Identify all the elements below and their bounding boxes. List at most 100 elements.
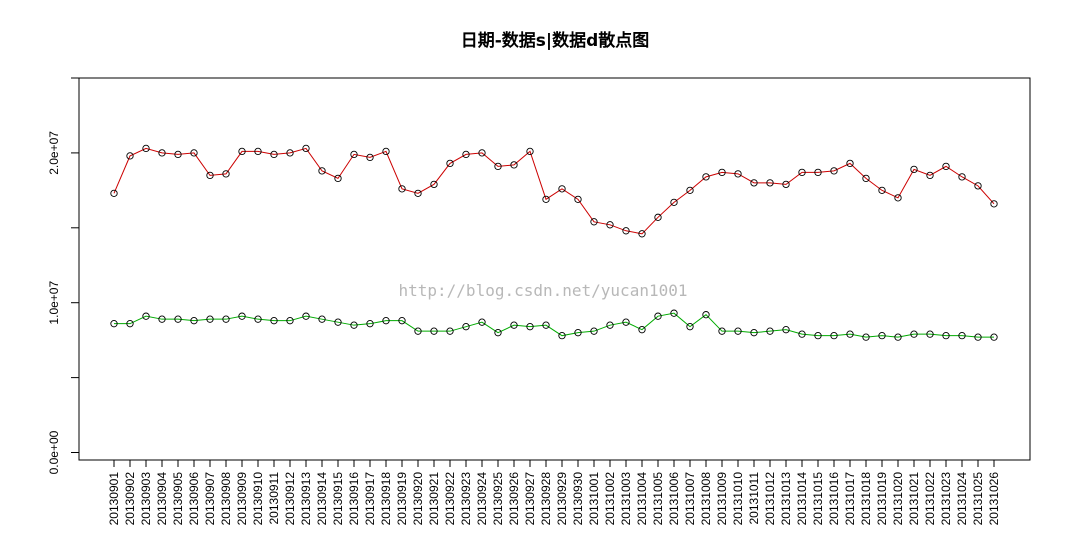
data-point xyxy=(606,321,614,329)
data-point xyxy=(958,332,966,340)
data-point xyxy=(686,323,694,331)
data-point xyxy=(958,173,966,181)
data-point xyxy=(910,330,918,338)
data-point xyxy=(862,174,870,183)
x-tick-label: 20131023 xyxy=(939,472,953,526)
data-point xyxy=(750,179,758,187)
data-point xyxy=(318,167,326,175)
x-tick-label: 20131012 xyxy=(763,472,777,526)
data-point xyxy=(878,332,886,340)
data-point xyxy=(206,171,214,180)
x-tick-label: 20130906 xyxy=(187,472,201,526)
x-tick-label: 20131013 xyxy=(779,472,793,526)
x-tick-label: 20130910 xyxy=(251,472,265,526)
x-tick-label: 20130925 xyxy=(491,472,505,526)
data-point xyxy=(238,147,246,156)
data-point xyxy=(318,315,326,323)
x-tick-label: 20130901 xyxy=(107,472,121,526)
data-point xyxy=(270,150,278,159)
data-point xyxy=(142,312,150,320)
data-point xyxy=(670,198,678,206)
data-point xyxy=(510,321,518,329)
x-tick-label: 20131014 xyxy=(795,472,809,526)
data-point xyxy=(638,230,646,238)
data-point xyxy=(734,170,742,178)
data-point xyxy=(254,147,262,156)
y-tick-label: 1.0e+07 xyxy=(47,281,61,325)
data-point xyxy=(158,315,166,323)
data-point xyxy=(830,332,838,340)
data-point xyxy=(590,327,598,335)
data-point xyxy=(110,189,118,198)
data-point xyxy=(734,327,742,335)
data-point xyxy=(606,221,614,229)
data-point xyxy=(222,170,230,178)
x-tick-label: 20130918 xyxy=(379,472,393,526)
x-tick-label: 20130922 xyxy=(443,472,457,526)
data-point xyxy=(574,329,582,337)
data-point xyxy=(974,333,982,341)
data-point xyxy=(926,171,934,180)
data-point xyxy=(590,218,598,226)
data-point xyxy=(894,333,902,341)
data-point xyxy=(398,185,406,193)
x-tick-label: 20130915 xyxy=(331,472,345,526)
data-point xyxy=(862,333,870,341)
x-tick-label: 20130912 xyxy=(283,472,297,526)
data-point xyxy=(542,321,550,329)
data-point xyxy=(286,317,294,325)
data-point xyxy=(254,315,262,323)
data-point xyxy=(222,315,230,323)
x-tick-label: 20130908 xyxy=(219,472,233,526)
x-tick-label: 20130902 xyxy=(123,472,137,526)
x-tick-label: 20130921 xyxy=(427,472,441,526)
data-point xyxy=(382,147,390,156)
data-point xyxy=(478,318,486,326)
data-point xyxy=(894,194,902,202)
x-tick-label: 20131024 xyxy=(955,472,969,526)
data-point xyxy=(270,317,278,325)
x-tick-label: 20131022 xyxy=(923,472,937,526)
x-tick-label: 20131017 xyxy=(843,472,857,526)
x-tick-label: 20131015 xyxy=(811,472,825,526)
data-point xyxy=(782,326,790,334)
data-point xyxy=(446,327,454,335)
data-point xyxy=(382,317,390,325)
series-line xyxy=(113,147,995,235)
data-point xyxy=(446,159,454,168)
x-tick-label: 20130909 xyxy=(235,472,249,526)
y-tick-label: 0.0e+00 xyxy=(47,430,61,474)
x-tick-label: 20130916 xyxy=(347,472,361,526)
data-point xyxy=(350,321,358,329)
x-tick-label: 20130929 xyxy=(555,472,569,526)
data-point xyxy=(334,174,342,183)
series-2 xyxy=(110,309,998,341)
data-point xyxy=(750,329,758,337)
data-point xyxy=(366,153,374,162)
data-point xyxy=(814,332,822,340)
data-point xyxy=(814,168,822,177)
x-tick-label: 20130923 xyxy=(459,472,473,526)
x-tick-label: 20131004 xyxy=(635,472,649,526)
data-point xyxy=(430,180,438,189)
x-tick-label: 20131016 xyxy=(827,472,841,526)
data-point xyxy=(718,327,726,335)
x-tick-label: 20130911 xyxy=(267,472,281,525)
data-point xyxy=(174,315,182,323)
x-tick-label: 20130907 xyxy=(203,472,217,526)
x-tick-label: 20130917 xyxy=(363,472,377,526)
plot-frame xyxy=(78,77,1031,461)
data-point xyxy=(158,149,166,157)
data-point xyxy=(126,152,134,160)
data-point xyxy=(654,312,662,320)
x-tick-label: 20131010 xyxy=(731,472,745,526)
data-point xyxy=(638,326,646,334)
data-point xyxy=(974,182,982,190)
data-point xyxy=(302,144,310,153)
data-point xyxy=(942,162,950,171)
series-line xyxy=(114,312,994,338)
data-point xyxy=(350,150,358,159)
data-point xyxy=(798,168,806,177)
data-point xyxy=(398,317,406,325)
